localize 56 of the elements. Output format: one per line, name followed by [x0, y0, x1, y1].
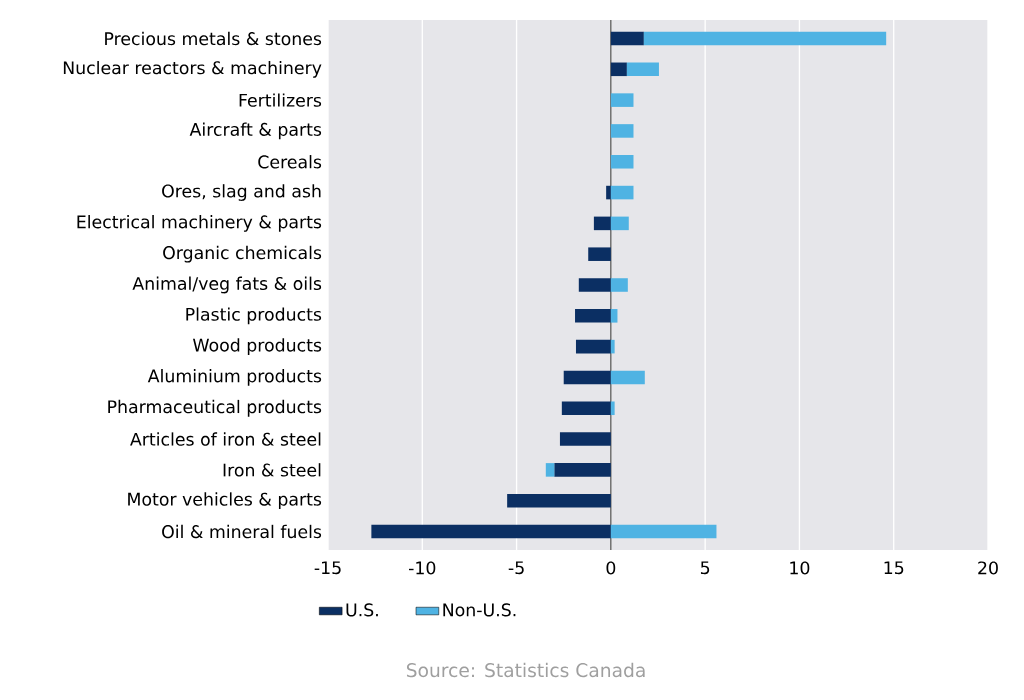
bar	[610, 216, 629, 231]
bar	[626, 62, 659, 77]
y-tick-label: Articles of iron & steel	[130, 432, 321, 446]
bar	[610, 370, 645, 385]
x-tick-label: 15	[884, 561, 904, 575]
x-tick-label: 5	[700, 561, 710, 575]
y-tick-label: Plastic products	[186, 307, 322, 325]
bar	[610, 339, 615, 354]
y-tick-label: Animal/veg fats & oils	[132, 276, 322, 294]
y-tick-label: Nuclear reactors & machinery	[63, 60, 322, 78]
bar	[643, 31, 887, 46]
bar	[561, 401, 611, 416]
y-tick-label: Ores, slag and ash	[162, 184, 321, 201]
bar	[606, 185, 611, 200]
bar	[575, 309, 611, 323]
legend-label: Non-U.S.	[443, 603, 516, 617]
bar	[563, 370, 611, 385]
bar	[507, 493, 611, 508]
legend-label: U.S.	[346, 603, 378, 617]
y-tick-label: Aircraft & parts	[189, 122, 322, 140]
bar	[610, 124, 634, 138]
x-tick-label: 20	[978, 561, 998, 575]
x-tick-label: -15	[314, 561, 341, 575]
bar	[578, 278, 611, 292]
bar	[588, 247, 611, 261]
bar	[575, 339, 611, 354]
bar	[371, 524, 611, 539]
bar	[610, 154, 634, 169]
bar	[559, 432, 611, 446]
bar	[610, 62, 627, 77]
bar	[610, 524, 717, 539]
x-tick-label: -10	[408, 561, 436, 575]
y-tick-label: Motor vehicles & parts	[128, 492, 322, 510]
y-tick-label: Precious metals & stones	[105, 31, 322, 46]
y-tick-label: Cereals	[258, 155, 322, 169]
bar	[610, 278, 628, 292]
y-tick-label: Oil & mineral fuels	[162, 524, 322, 539]
bar	[610, 31, 644, 46]
y-tick-label: Electrical machinery & parts	[77, 214, 322, 232]
bar	[593, 216, 611, 231]
bar	[610, 309, 618, 323]
bar	[554, 463, 611, 477]
bar	[610, 93, 634, 107]
y-tick-label: Iron & steel	[223, 463, 321, 477]
y-tick-label: Wood products	[193, 338, 322, 356]
bar	[610, 401, 615, 416]
y-tick-label: Fertilizers	[239, 93, 322, 107]
x-tick-label: 10	[790, 561, 810, 575]
source-note: Source: Statistics Canada	[406, 662, 645, 678]
x-tick-label: 0	[606, 561, 616, 575]
x-tick-label: -5	[508, 561, 524, 575]
y-tick-label: Organic chemicals	[163, 245, 322, 263]
bar	[610, 185, 634, 200]
bar	[545, 463, 555, 477]
y-tick-label: Aluminium products	[147, 369, 322, 386]
y-tick-label: Pharmaceutical products	[108, 399, 322, 417]
